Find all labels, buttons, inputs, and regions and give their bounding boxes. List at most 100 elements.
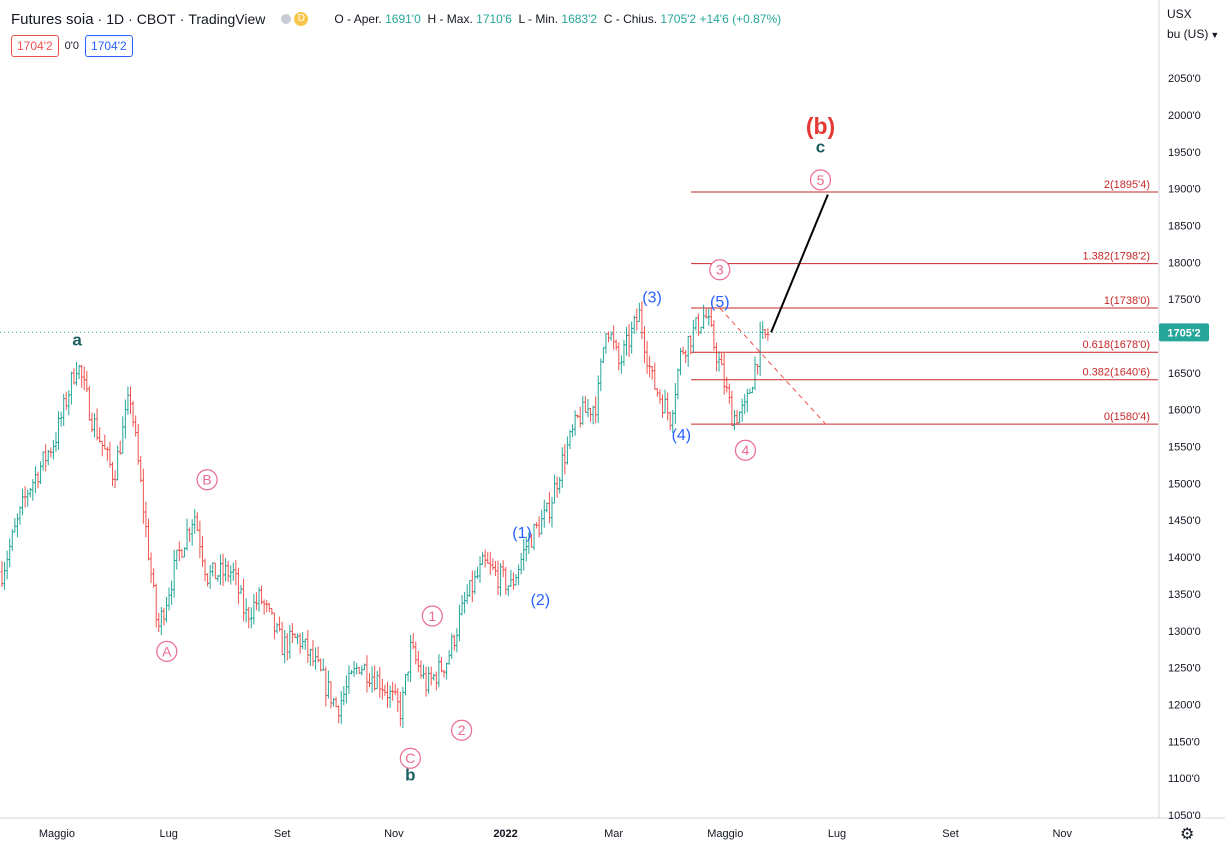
currency-selector[interactable]: USX <box>1167 7 1192 21</box>
y-tick-label: 1250'0 <box>1168 663 1201 675</box>
ohlc-bar <box>5 550 9 580</box>
ohlc-bar <box>455 628 459 653</box>
ohlc-bar <box>475 566 480 579</box>
ohlc-bar <box>190 519 194 546</box>
ohlc-bar <box>385 681 390 708</box>
x-tick-label: 2022 <box>493 828 517 840</box>
ohlc-bar <box>427 666 431 694</box>
ohlc-bar <box>437 654 441 688</box>
ohlc-bar <box>103 434 107 450</box>
y-tick-label: 1500'0 <box>1168 478 1201 490</box>
ohlc-bar <box>558 476 562 494</box>
unit-selector[interactable]: bu (US) ▼ <box>1167 27 1220 41</box>
wave-label-c: c <box>816 138 825 157</box>
ohlc-bar <box>208 565 212 589</box>
ohlc-bar <box>172 549 176 598</box>
wave-label-3: 3 <box>716 262 724 278</box>
symbol-name[interactable]: Futures soia <box>11 10 94 28</box>
ohlc-bar <box>64 391 68 410</box>
ohlc-bar <box>36 471 40 489</box>
ohlc-bar <box>80 364 84 388</box>
ohlc-bar <box>69 371 73 405</box>
wave-label-circle <box>399 747 421 769</box>
ohlc-bar <box>468 580 472 597</box>
ohlc-bar <box>545 502 549 513</box>
ohlc-bar <box>157 612 161 633</box>
projection-line[interactable] <box>770 194 829 333</box>
ohlc-bar <box>152 568 156 588</box>
y-tick-label: 1650'0 <box>1168 368 1201 380</box>
ohlc-bar <box>164 596 169 623</box>
ohlc-bar <box>601 347 605 364</box>
y-tick-label: 1150'0 <box>1168 736 1200 748</box>
ohlc-bar <box>116 445 120 481</box>
ohlc-bar <box>388 685 392 708</box>
ohlc-bar <box>766 328 770 341</box>
ohlc-bar <box>154 583 158 628</box>
wave-label-circle <box>451 719 473 741</box>
ohlc-bar <box>98 427 102 443</box>
ohlc-bar <box>146 518 151 561</box>
ohlc-bar <box>301 632 305 650</box>
ohlc-bar <box>267 602 271 613</box>
fibonacci-levels[interactable]: 2(1895'4) 1.382(1798'2) 1(1738'0) 0.618(167… <box>691 179 1158 425</box>
ohlc-bar <box>391 681 395 701</box>
ohlc-bar <box>432 673 436 681</box>
y-tick-label: 1400'0 <box>1168 552 1201 564</box>
ohlc-bar <box>612 325 616 350</box>
x-tick-label: Mar <box>604 828 623 840</box>
drawings[interactable] <box>719 194 829 425</box>
ohlc-bar <box>540 509 544 535</box>
ohlc-bar <box>396 688 400 713</box>
wave-label-circle <box>421 605 443 627</box>
ohlc-bar <box>676 368 680 400</box>
fib-level-label: 0.382(1640'6) <box>1082 367 1150 379</box>
wave-label-blue: (2) <box>531 592 551 609</box>
ohlc-bar <box>460 595 464 616</box>
ohlc-bar <box>714 342 719 372</box>
ohlc-bar <box>213 562 217 580</box>
y-tick-label: 1350'0 <box>1168 589 1201 601</box>
wave-label-blue: (5) <box>710 294 730 311</box>
ohlc-bar <box>655 388 659 397</box>
platform-label: TradingView <box>188 11 266 27</box>
ohlc-bar <box>221 553 225 587</box>
ohlc-bar <box>709 308 713 328</box>
ohlc-bar <box>162 607 166 626</box>
wave-label-B: B <box>202 472 211 488</box>
ohlc-bar <box>578 406 582 428</box>
ohlc-bar <box>560 447 564 488</box>
ohlc-bar <box>141 468 145 524</box>
ohlc-bar <box>478 556 482 583</box>
ohlc-bar <box>87 386 91 421</box>
ohlc-bar <box>139 455 143 483</box>
ohlc-bar <box>134 415 138 437</box>
interval-label[interactable]: 1D <box>106 11 125 27</box>
ohlc-bar <box>488 551 492 575</box>
ohlc-bar <box>303 638 307 650</box>
ohlc-bar <box>542 499 546 528</box>
ohlc-bar <box>678 347 683 376</box>
ohlc-bar <box>653 362 657 390</box>
ohlc-bar <box>681 346 685 355</box>
ohlc-bar <box>457 604 462 642</box>
ohlc-bar <box>144 501 148 538</box>
ohlc-bar <box>339 691 343 725</box>
ohlc-bar <box>594 396 598 424</box>
chart-axes <box>0 0 1225 819</box>
ohlc-bar <box>406 671 410 682</box>
delayed-badge: D <box>294 12 309 26</box>
y-tick-label: 1050'0 <box>1168 810 1201 822</box>
gear-icon[interactable]: ⚙ <box>1180 826 1195 843</box>
ohlc-bar <box>604 333 608 354</box>
ohlc-bar <box>367 673 372 688</box>
ohlc-bar <box>113 470 117 489</box>
ohlc-bar <box>398 691 402 727</box>
sell-button[interactable]: 1704'2 <box>11 35 59 57</box>
x-tick-label: Set <box>274 828 291 840</box>
buy-button[interactable]: 1704'2 <box>85 35 133 57</box>
y-tick-label: 1800'0 <box>1168 257 1201 269</box>
ohlc-bar <box>123 399 127 439</box>
ohlc-bar <box>414 641 418 665</box>
